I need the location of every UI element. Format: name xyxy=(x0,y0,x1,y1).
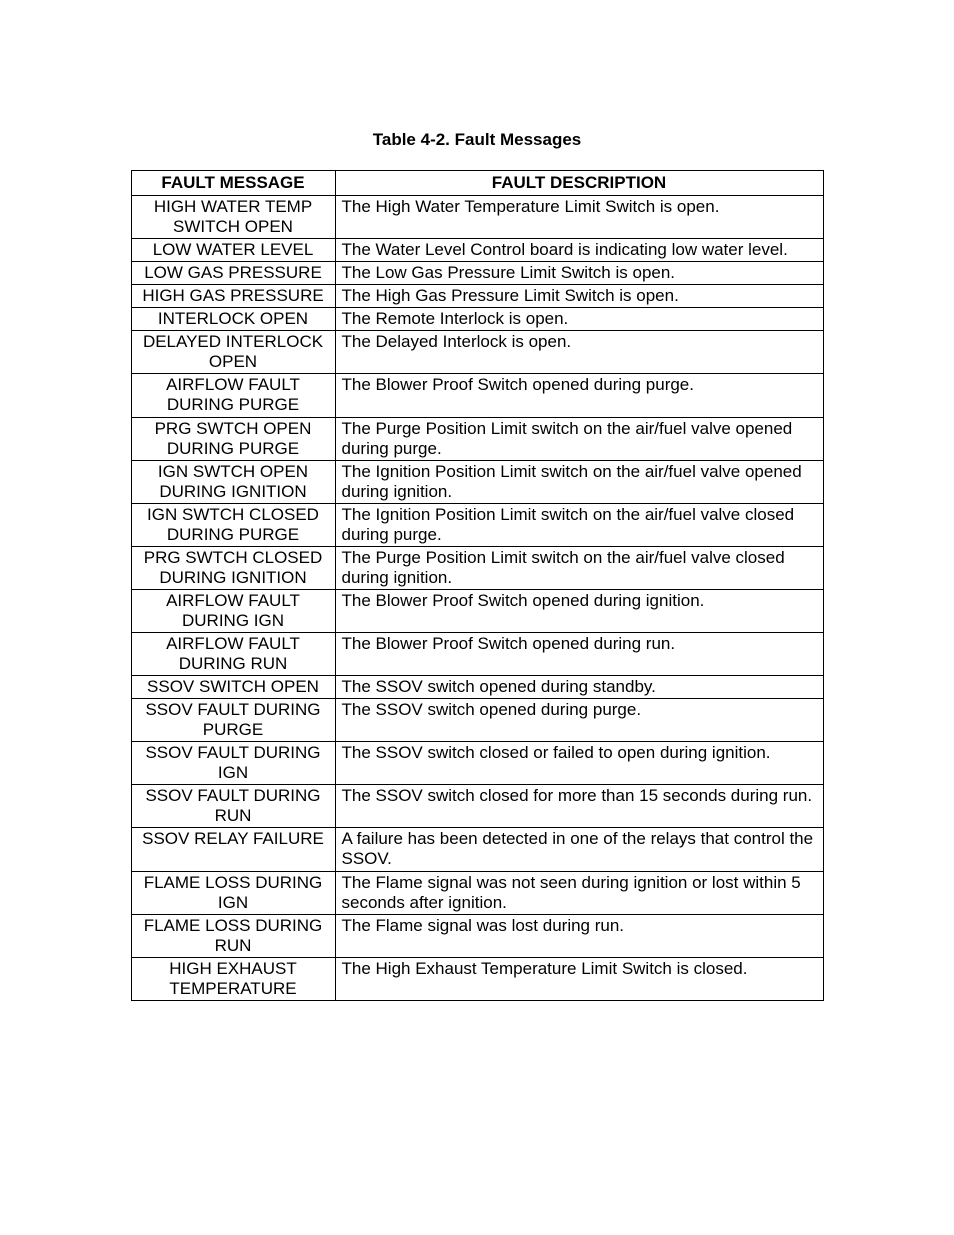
fault-description-cell: The Flame signal was lost during run. xyxy=(335,914,823,957)
fault-message-cell: IGN SWTCH CLOSED DURING PURGE xyxy=(131,503,335,546)
fault-description-cell: The Ignition Position Limit switch on th… xyxy=(335,503,823,546)
fault-message-cell: FLAME LOSS DURING IGN xyxy=(131,871,335,914)
table-row: PRG SWTCH CLOSED DURING IGNITIONThe Purg… xyxy=(131,546,823,589)
page: Table 4-2. Fault Messages FAULT MESSAGE … xyxy=(0,0,954,1001)
fault-description-cell: The Ignition Position Limit switch on th… xyxy=(335,460,823,503)
fault-message-cell: PRG SWTCH OPEN DURING PURGE xyxy=(131,417,335,460)
fault-message-cell: DELAYED INTERLOCK OPEN xyxy=(131,331,335,374)
fault-message-cell: AIRFLOW FAULT DURING RUN xyxy=(131,632,335,675)
table-row: SSOV FAULT DURING RUNThe SSOV switch clo… xyxy=(131,785,823,828)
table-row: FLAME LOSS DURING IGNThe Flame signal wa… xyxy=(131,871,823,914)
table-row: AIRFLOW FAULT DURING IGNThe Blower Proof… xyxy=(131,589,823,632)
table-row: AIRFLOW FAULT DURING PURGEThe Blower Pro… xyxy=(131,374,823,417)
fault-message-cell: PRG SWTCH CLOSED DURING IGNITION xyxy=(131,546,335,589)
table-row: PRG SWTCH OPEN DURING PURGEThe Purge Pos… xyxy=(131,417,823,460)
fault-description-cell: The Blower Proof Switch opened during ig… xyxy=(335,589,823,632)
fault-description-cell: The Low Gas Pressure Limit Switch is ope… xyxy=(335,262,823,285)
table-row: DELAYED INTERLOCK OPENThe Delayed Interl… xyxy=(131,331,823,374)
fault-message-cell: FLAME LOSS DURING RUN xyxy=(131,914,335,957)
fault-description-cell: The Purge Position Limit switch on the a… xyxy=(335,417,823,460)
fault-description-cell: The SSOV switch opened during purge. xyxy=(335,699,823,742)
table-row: IGN SWTCH CLOSED DURING PURGEThe Ignitio… xyxy=(131,503,823,546)
column-header-description: FAULT DESCRIPTION xyxy=(335,171,823,196)
table-row: HIGH WATER TEMP SWITCH OPENThe High Wate… xyxy=(131,196,823,239)
fault-description-cell: The SSOV switch closed for more than 15 … xyxy=(335,785,823,828)
table-row: SSOV FAULT DURING IGNThe SSOV switch clo… xyxy=(131,742,823,785)
table-header-row: FAULT MESSAGE FAULT DESCRIPTION xyxy=(131,171,823,196)
table-row: HIGH EXHAUST TEMPERATUREThe High Exhaust… xyxy=(131,957,823,1000)
fault-description-cell: The Blower Proof Switch opened during pu… xyxy=(335,374,823,417)
fault-message-cell: SSOV SWITCH OPEN xyxy=(131,676,335,699)
table-row: SSOV FAULT DURING PURGEThe SSOV switch o… xyxy=(131,699,823,742)
fault-description-cell: The Blower Proof Switch opened during ru… xyxy=(335,632,823,675)
fault-message-cell: HIGH GAS PRESSURE xyxy=(131,285,335,308)
table-title: Table 4-2. Fault Messages xyxy=(0,130,954,150)
fault-description-cell: The High Gas Pressure Limit Switch is op… xyxy=(335,285,823,308)
fault-description-cell: A failure has been detected in one of th… xyxy=(335,828,823,871)
fault-description-cell: The Purge Position Limit switch on the a… xyxy=(335,546,823,589)
fault-message-cell: AIRFLOW FAULT DURING IGN xyxy=(131,589,335,632)
fault-description-cell: The SSOV switch opened during standby. xyxy=(335,676,823,699)
table-row: HIGH GAS PRESSUREThe High Gas Pressure L… xyxy=(131,285,823,308)
table-row: AIRFLOW FAULT DURING RUNThe Blower Proof… xyxy=(131,632,823,675)
table-row: IGN SWTCH OPEN DURING IGNITIONThe Igniti… xyxy=(131,460,823,503)
fault-description-cell: The Delayed Interlock is open. xyxy=(335,331,823,374)
fault-description-cell: The High Water Temperature Limit Switch … xyxy=(335,196,823,239)
table-row: SSOV SWITCH OPENThe SSOV switch opened d… xyxy=(131,676,823,699)
table-row: LOW GAS PRESSUREThe Low Gas Pressure Lim… xyxy=(131,262,823,285)
fault-message-cell: AIRFLOW FAULT DURING PURGE xyxy=(131,374,335,417)
fault-message-cell: SSOV FAULT DURING IGN xyxy=(131,742,335,785)
table-row: FLAME LOSS DURING RUNThe Flame signal wa… xyxy=(131,914,823,957)
fault-description-cell: The SSOV switch closed or failed to open… xyxy=(335,742,823,785)
column-header-message: FAULT MESSAGE xyxy=(131,171,335,196)
fault-message-cell: SSOV FAULT DURING RUN xyxy=(131,785,335,828)
fault-message-cell: IGN SWTCH OPEN DURING IGNITION xyxy=(131,460,335,503)
fault-table: FAULT MESSAGE FAULT DESCRIPTION HIGH WAT… xyxy=(131,170,824,1001)
table-row: LOW WATER LEVELThe Water Level Control b… xyxy=(131,239,823,262)
fault-message-cell: HIGH WATER TEMP SWITCH OPEN xyxy=(131,196,335,239)
fault-message-cell: LOW WATER LEVEL xyxy=(131,239,335,262)
fault-message-cell: HIGH EXHAUST TEMPERATURE xyxy=(131,957,335,1000)
fault-message-cell: LOW GAS PRESSURE xyxy=(131,262,335,285)
fault-message-cell: SSOV RELAY FAILURE xyxy=(131,828,335,871)
fault-description-cell: The Flame signal was not seen during ign… xyxy=(335,871,823,914)
fault-description-cell: The Water Level Control board is indicat… xyxy=(335,239,823,262)
fault-description-cell: The High Exhaust Temperature Limit Switc… xyxy=(335,957,823,1000)
fault-message-cell: INTERLOCK OPEN xyxy=(131,308,335,331)
table-row: INTERLOCK OPENThe Remote Interlock is op… xyxy=(131,308,823,331)
table-row: SSOV RELAY FAILUREA failure has been det… xyxy=(131,828,823,871)
fault-message-cell: SSOV FAULT DURING PURGE xyxy=(131,699,335,742)
fault-description-cell: The Remote Interlock is open. xyxy=(335,308,823,331)
